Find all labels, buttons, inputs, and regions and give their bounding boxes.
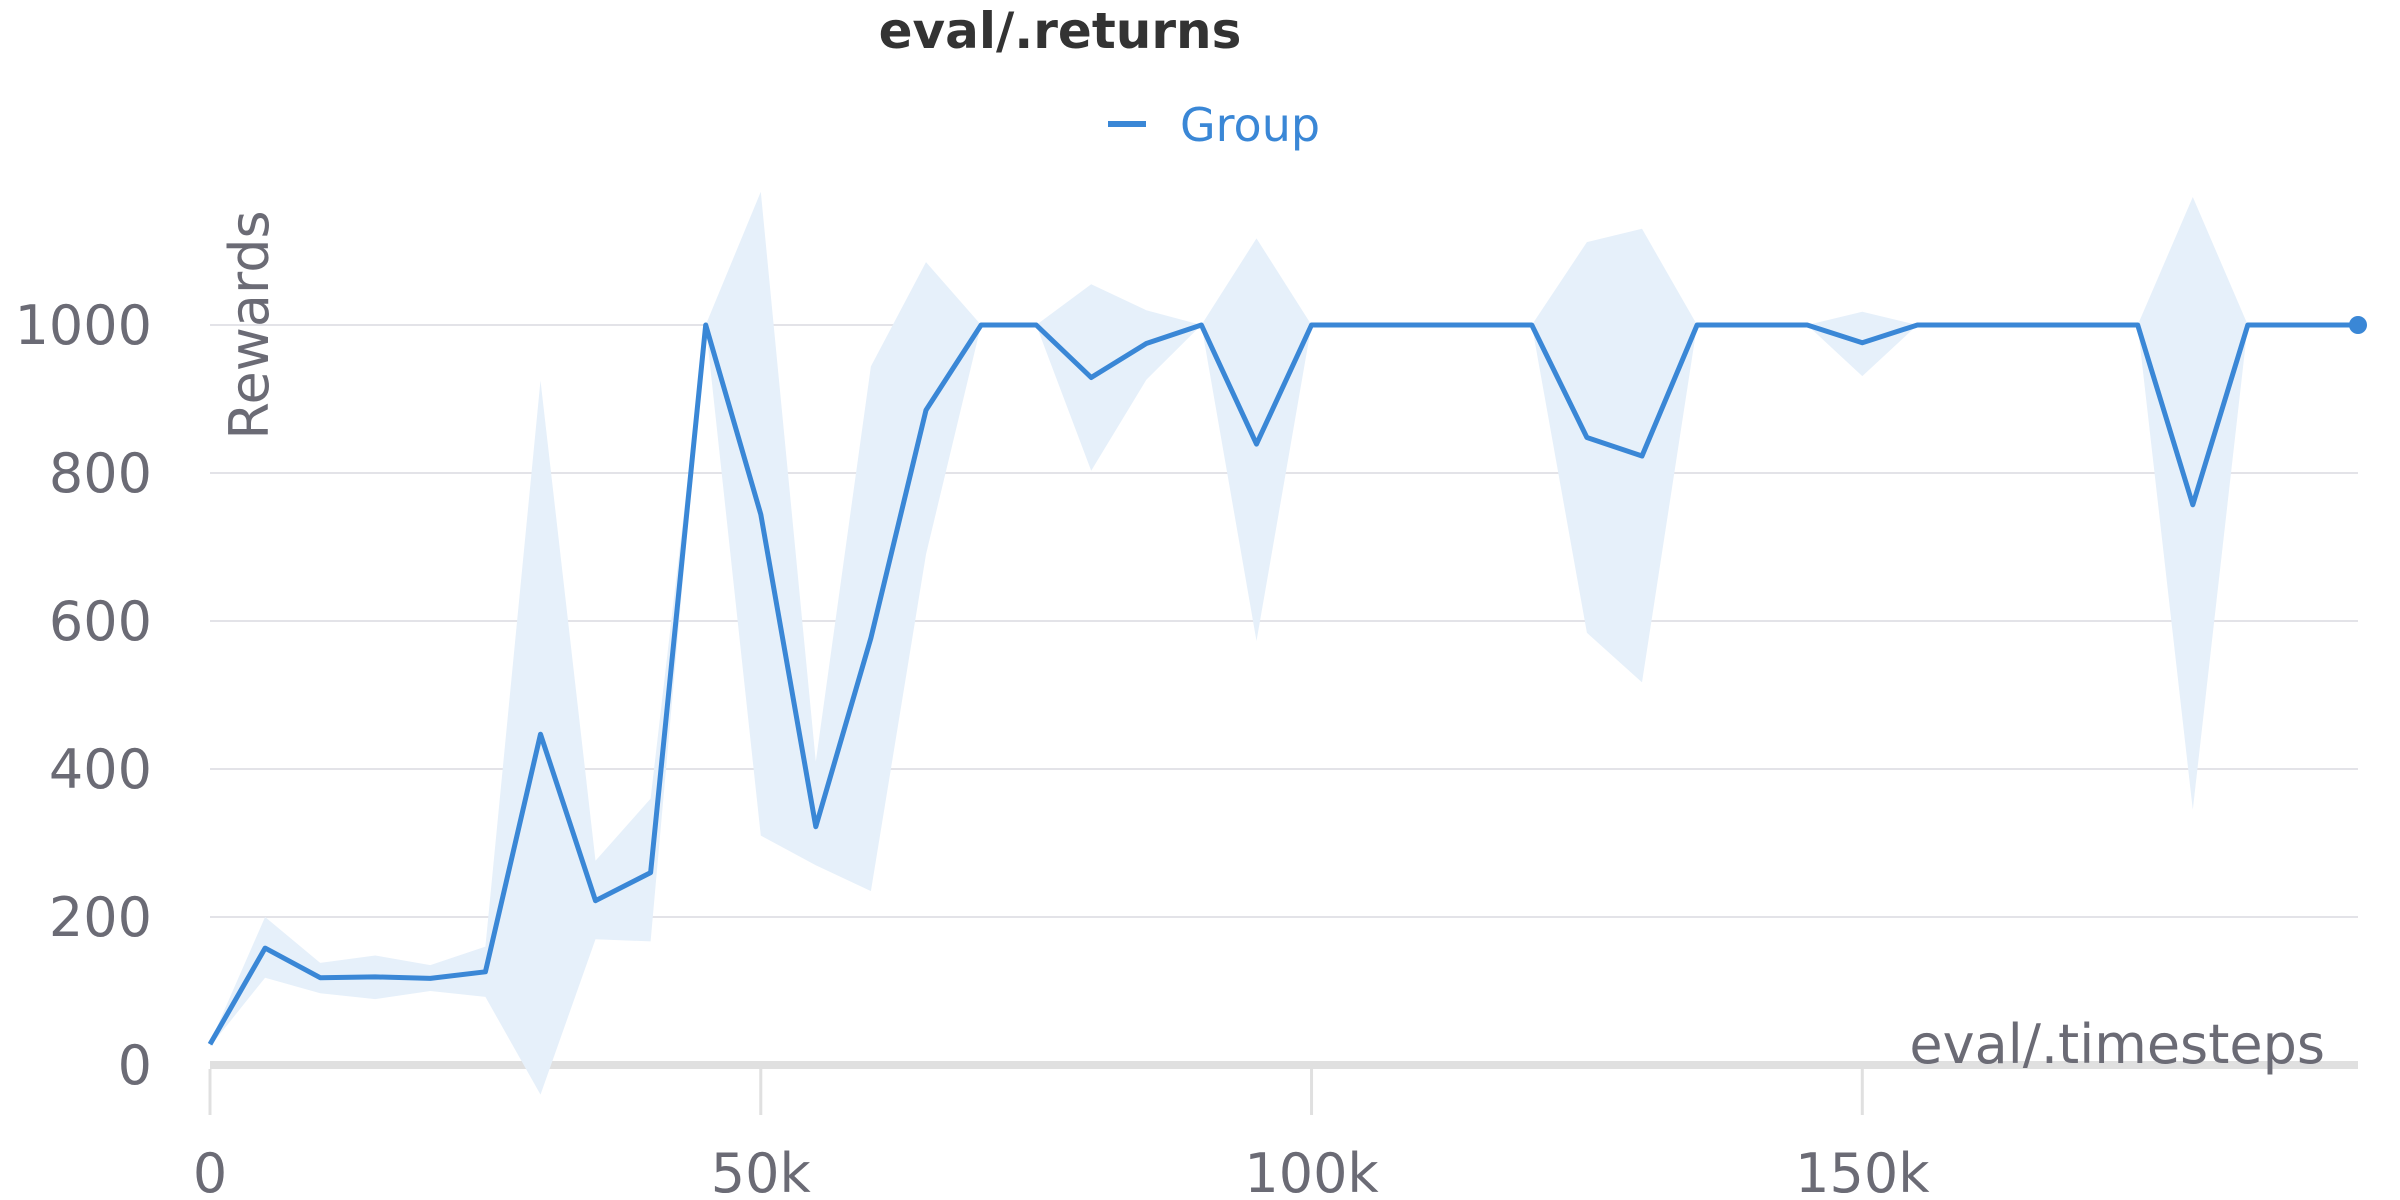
x-tick-label: 0 (193, 1142, 227, 1200)
y-tick-label: 200 (49, 886, 152, 949)
legend-label-group: Group (1180, 98, 1320, 152)
series-band-group (210, 191, 2358, 1095)
y-tick-label: 1000 (15, 294, 152, 357)
x-tick-label: 100k (1244, 1142, 1379, 1200)
series-line-group (207, 322, 2358, 1046)
y-tick-label: 600 (49, 590, 152, 653)
y-tick-label: 400 (49, 738, 152, 801)
y-tick-label: 800 (49, 442, 152, 505)
series-endpoint-marker (2349, 316, 2367, 334)
y-tick-labels: 0 200 400 600 800 1000 (15, 294, 152, 1097)
chart-title: eval/.returns (879, 2, 1242, 60)
y-axis-title: Rewards (218, 210, 281, 439)
x-tick-label: 50k (711, 1142, 812, 1200)
series-line-layer (207, 316, 2367, 1046)
confidence-band-layer (210, 191, 2358, 1095)
legend[interactable]: Group (1108, 98, 1320, 152)
y-tick-label: 0 (118, 1034, 152, 1097)
x-axis-title: eval/.timesteps (1909, 1013, 2325, 1076)
x-tick-label: 150k (1795, 1142, 1930, 1200)
x-tick-labels: 0 50k 100k 150k (193, 1142, 1930, 1200)
